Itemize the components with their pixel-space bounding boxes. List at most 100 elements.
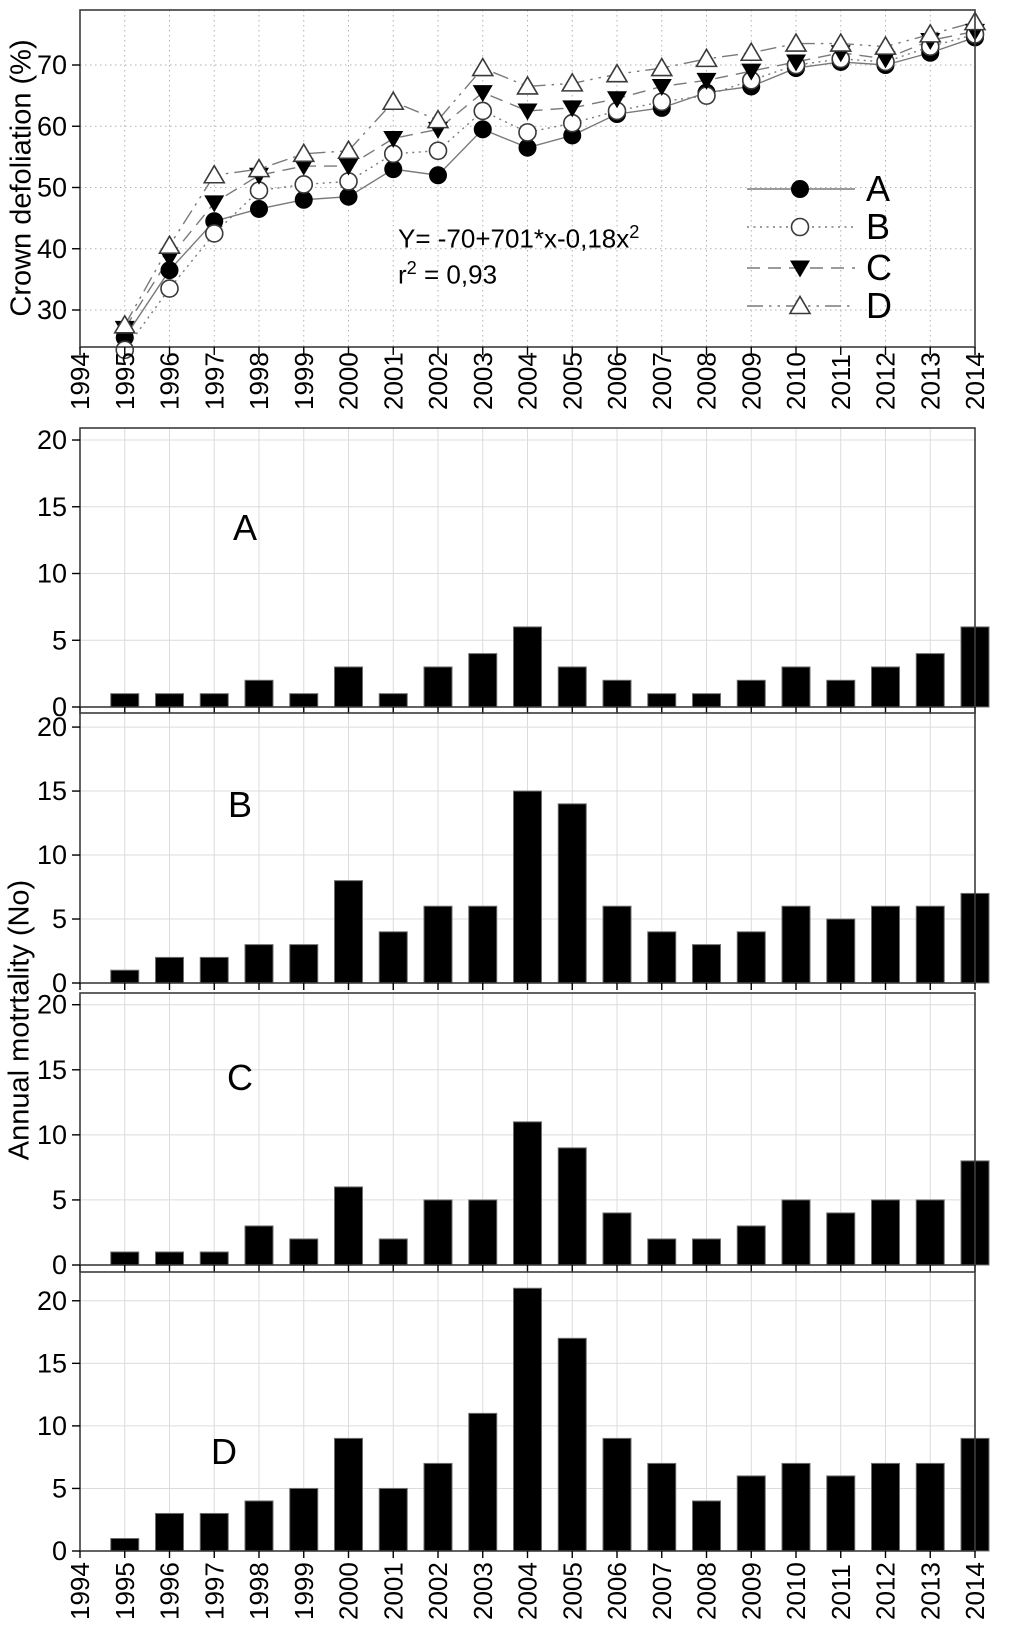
bar-D-2005	[557, 1337, 587, 1552]
filled-triangle-down-marker	[651, 78, 672, 96]
bar-C-2004	[513, 1121, 542, 1266]
bar-C-2008	[692, 1238, 721, 1266]
filled-triangle-down-marker	[293, 158, 314, 176]
open-triangle-up-marker	[560, 72, 584, 92]
x-tick-label: 1994	[65, 1562, 95, 1620]
bar-A-1998	[244, 679, 274, 708]
open-circle-marker	[473, 101, 493, 121]
bar-D-2010	[781, 1462, 811, 1552]
x-tick-label: 2002	[423, 352, 453, 410]
x-tick-label: 2000	[334, 1562, 364, 1620]
x-tick-label: 2007	[647, 1562, 677, 1620]
x-tick-label: 2013	[915, 352, 945, 410]
bar-A-2007	[647, 693, 677, 708]
open-triangle-up-marker	[516, 75, 539, 95]
x-tick-label: 2006	[602, 1562, 632, 1620]
bar-D-2004	[513, 1287, 542, 1552]
filled-triangle-down-marker	[472, 85, 493, 103]
bar-B-2003	[468, 905, 498, 984]
open-triangle-up-marker	[695, 47, 718, 68]
open-circle-marker	[204, 224, 224, 243]
filled-circle-marker	[250, 199, 268, 218]
bar-A-2006	[602, 679, 632, 708]
x-tick-label: 2003	[468, 352, 498, 410]
x-tick-label: 2014	[960, 1562, 990, 1620]
filled-triangle-down-marker	[562, 100, 583, 118]
panel-letter-c: C	[227, 1057, 253, 1098]
bar-C-2009	[736, 1225, 766, 1266]
bar-A-2004	[513, 626, 542, 708]
bar-C-1995	[110, 1251, 140, 1266]
bar-D-2013	[915, 1462, 945, 1552]
x-tick-label: 2008	[692, 352, 722, 410]
bar-D-1998	[244, 1500, 274, 1552]
bar-B-2006	[602, 905, 632, 984]
x-tick-label: 1999	[289, 352, 319, 410]
bar-D-2003	[468, 1412, 498, 1552]
x-tick-label: 2012	[871, 352, 901, 410]
open-triangle-up-marker	[605, 63, 629, 83]
bar-C-1999	[289, 1238, 319, 1266]
y-tick-label: 20	[37, 990, 67, 1020]
bar-C-2012	[871, 1199, 900, 1266]
regression-equation: Y= -70+701*x-0,18x2	[398, 222, 639, 255]
bar-A-1997	[199, 693, 229, 708]
y-tick-label: 20	[37, 1286, 67, 1316]
bar-D-1995	[110, 1537, 140, 1552]
y-tick-label: 0	[52, 1536, 67, 1566]
bar-D-1997	[199, 1512, 229, 1552]
bar-C-2006	[602, 1212, 632, 1266]
panel-letter-a: A	[232, 507, 258, 548]
x-tick-label: 2005	[557, 352, 587, 410]
bar-A-2000	[334, 666, 363, 708]
legend-label-a: A	[866, 168, 891, 209]
y-tick-label: 0	[52, 968, 67, 998]
r-value: = 0,93	[416, 259, 498, 290]
open-triangle-up-marker	[739, 41, 763, 62]
filled-triangle-down-marker	[790, 260, 810, 278]
open-triangle-up-marker	[918, 23, 942, 43]
mortality-panel-C: 0 5 10 15 20	[37, 990, 990, 1280]
bar-B-2008	[692, 944, 721, 984]
x-tick-label: 2012	[871, 1562, 901, 1620]
y-tick-label: 15	[37, 1055, 67, 1085]
filled-triangle-down-marker	[741, 63, 762, 81]
bar-D-1996	[155, 1512, 184, 1552]
y-tick-label: 50	[37, 173, 67, 203]
bar-A-2005	[557, 666, 587, 708]
x-tick-label: 2014	[960, 352, 990, 410]
filled-triangle-down-marker	[383, 131, 404, 148]
filled-circle-marker	[384, 160, 403, 179]
bar-C-2007	[647, 1238, 677, 1266]
bar-A-2010	[781, 666, 811, 708]
bar-D-2012	[871, 1462, 900, 1552]
bar-C-2000	[334, 1186, 363, 1266]
open-triangle-up-marker	[158, 234, 181, 254]
filled-triangle-down-marker	[607, 91, 627, 109]
x-tick-label: 1996	[155, 1562, 185, 1620]
y-tick-label: 10	[37, 559, 67, 589]
x-tick-label: 2007	[647, 352, 677, 410]
bar-B-1995	[110, 969, 140, 984]
y-tick-label: 40	[37, 234, 67, 264]
bar-C-2001	[378, 1238, 408, 1266]
open-triangle-up-marker	[471, 56, 495, 77]
x-tick-label: 2009	[736, 352, 766, 410]
legend-label-d: D	[866, 285, 892, 326]
bar-B-2005	[557, 803, 587, 984]
bar-C-2011	[826, 1212, 856, 1266]
x-tick-label: 2013	[915, 1562, 945, 1620]
y-tick-label: 0	[52, 1250, 67, 1280]
x-tick-label: 1995	[110, 352, 140, 410]
filled-circle-marker	[294, 190, 313, 209]
y-tick-label: 70	[37, 50, 67, 80]
bar-D-2007	[647, 1462, 677, 1552]
open-triangle-up-marker	[784, 32, 808, 52]
open-triangle-up-marker	[292, 142, 316, 163]
x-tick-label: 2011	[826, 354, 856, 410]
open-triangle-up-marker	[247, 158, 271, 178]
open-circle-marker	[790, 217, 810, 237]
filled-circle-marker	[518, 138, 537, 157]
bar-B-2007	[647, 931, 677, 984]
x-tick-label: 2002	[423, 1562, 453, 1620]
